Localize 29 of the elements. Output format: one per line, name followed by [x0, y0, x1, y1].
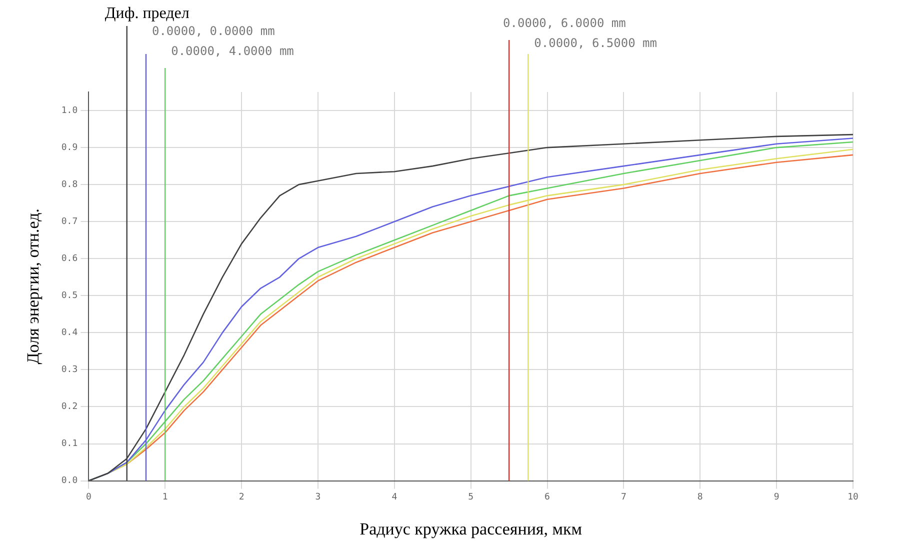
x-tick-label: 10 — [848, 492, 858, 503]
y-tick-label: 0.7 — [61, 216, 78, 227]
y-tick-label: 0.4 — [61, 328, 78, 338]
y-tick-label: 0.3 — [61, 365, 78, 376]
y-tick-label: 1.0 — [61, 106, 78, 116]
y-tick-label: 0.6 — [61, 254, 78, 264]
y-tick-label: 0.1 — [61, 439, 78, 450]
ref-line-label: 0.0000, 6.5000 mm — [534, 36, 657, 50]
x-tick-label: 3 — [315, 492, 321, 503]
x-tick-label: 2 — [238, 492, 244, 503]
x-tick-label: 6 — [544, 492, 550, 503]
x-tick-label: 7 — [620, 492, 626, 503]
y-tick-label: 0.0 — [61, 476, 78, 486]
x-tick-label: 8 — [697, 492, 703, 503]
ref-line-label: 0.0000, 4.0000 mm — [171, 44, 294, 58]
ref-line-label: 0.0000, 6.0000 mm — [503, 16, 626, 30]
ref-line-label: 0.0000, 0.0000 mm — [152, 24, 275, 38]
y-tick-label: 0.9 — [61, 142, 78, 153]
x-tick-label: 0 — [86, 492, 92, 503]
x-tick-label: 9 — [774, 492, 780, 503]
x-tick-label: 1 — [162, 492, 168, 503]
x-axis-title: Радиус кружка рассеяния, мкм — [360, 519, 582, 538]
x-tick-label: 4 — [392, 492, 398, 503]
y-tick-label: 0.5 — [61, 291, 78, 301]
y-tick-label: 0.2 — [61, 402, 78, 412]
y-tick-label: 0.8 — [61, 180, 78, 190]
x-tick-label: 5 — [468, 492, 474, 503]
ref-line-label: Диф. предел — [104, 5, 190, 22]
y-axis-title: Доля энергии, отн.ед. — [24, 208, 43, 364]
